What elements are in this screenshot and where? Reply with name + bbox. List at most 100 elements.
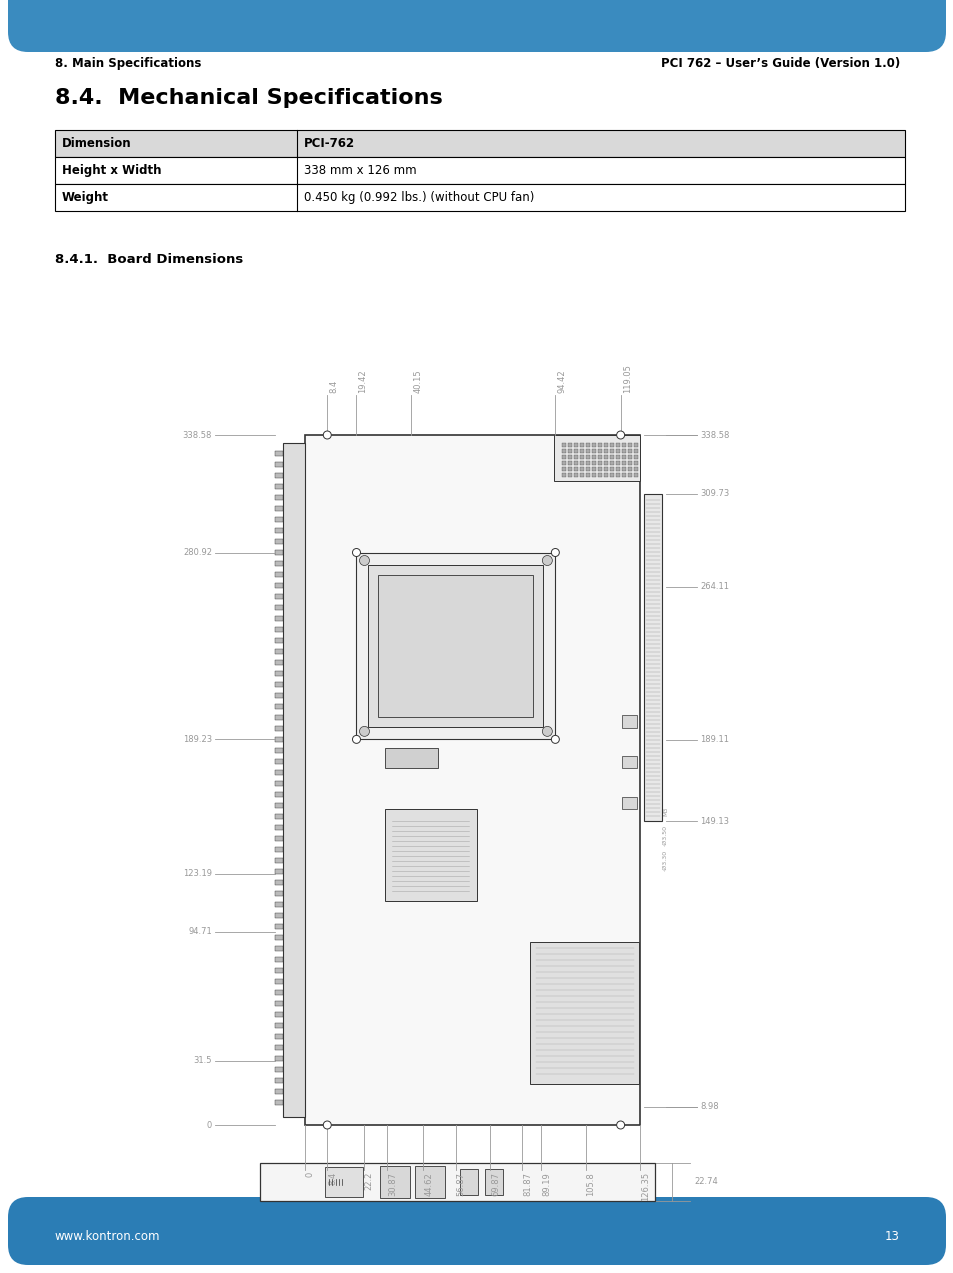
Bar — [598, 474, 601, 477]
Bar — [621, 461, 625, 465]
Bar — [634, 443, 638, 447]
Bar — [621, 474, 625, 477]
Bar — [627, 443, 632, 447]
Bar — [274, 659, 283, 665]
Bar — [274, 803, 283, 808]
Bar — [621, 715, 637, 728]
Bar — [274, 934, 283, 939]
Bar — [55, 157, 904, 185]
Bar — [274, 605, 283, 610]
Bar — [603, 474, 608, 477]
Bar — [598, 467, 601, 471]
Bar — [579, 454, 583, 460]
Bar — [274, 836, 283, 841]
Bar — [598, 461, 601, 465]
Bar — [384, 810, 476, 901]
Text: 0: 0 — [306, 1172, 314, 1178]
Bar — [283, 443, 305, 1116]
Bar — [579, 461, 583, 465]
Text: 338.58: 338.58 — [182, 430, 212, 439]
Bar — [579, 449, 583, 453]
Bar — [574, 474, 578, 477]
Bar — [579, 467, 583, 471]
Bar — [274, 913, 283, 918]
Text: 8.4: 8.4 — [328, 1172, 337, 1185]
Bar — [274, 880, 283, 885]
Bar — [274, 825, 283, 830]
Circle shape — [323, 432, 331, 439]
Text: 8.98: 8.98 — [700, 1102, 718, 1111]
Text: Height x Width: Height x Width — [62, 164, 161, 177]
Text: 56.87: 56.87 — [456, 1172, 465, 1197]
Bar — [274, 1100, 283, 1105]
Bar — [585, 461, 590, 465]
Circle shape — [541, 555, 552, 565]
Bar — [274, 1034, 283, 1039]
Bar — [574, 443, 578, 447]
Circle shape — [352, 736, 360, 743]
Text: M3: M3 — [662, 807, 667, 816]
Text: 264.11: 264.11 — [700, 582, 728, 591]
Bar — [621, 467, 625, 471]
Bar — [274, 1012, 283, 1017]
Bar — [274, 1057, 283, 1060]
Bar — [568, 474, 572, 477]
Bar — [634, 467, 638, 471]
Text: 309.73: 309.73 — [700, 489, 728, 498]
Bar — [274, 990, 283, 995]
Text: 189.23: 189.23 — [183, 735, 212, 743]
Bar — [592, 443, 596, 447]
Bar — [459, 1169, 477, 1195]
Text: 0: 0 — [207, 1120, 212, 1129]
FancyBboxPatch shape — [8, 1197, 945, 1265]
Bar — [484, 1169, 502, 1195]
Text: 105.8: 105.8 — [586, 1172, 595, 1195]
Text: 123.19: 123.19 — [183, 869, 212, 878]
Text: 0.450 kg (0.992 lbs.) (without CPU fan): 0.450 kg (0.992 lbs.) (without CPU fan) — [304, 191, 534, 204]
Bar — [274, 749, 283, 754]
Bar — [274, 792, 283, 797]
Text: 8. Main Specifications: 8. Main Specifications — [55, 57, 201, 70]
Bar — [621, 797, 637, 810]
Bar — [274, 484, 283, 489]
Bar — [274, 671, 283, 676]
Text: 119.05: 119.05 — [622, 364, 631, 393]
Bar — [627, 454, 632, 460]
Bar — [627, 467, 632, 471]
Bar — [274, 903, 283, 906]
Bar — [610, 474, 614, 477]
Text: -Ø3.30: -Ø3.30 — [662, 849, 667, 871]
Bar — [274, 726, 283, 731]
Bar — [610, 454, 614, 460]
Bar — [325, 1167, 363, 1197]
Bar — [415, 1166, 444, 1198]
Bar — [592, 449, 596, 453]
Text: 8.4.  Mechanical Specifications: 8.4. Mechanical Specifications — [55, 88, 442, 108]
Bar — [610, 467, 614, 471]
Bar — [561, 449, 565, 453]
Bar — [274, 594, 283, 600]
Bar — [274, 946, 283, 951]
Bar — [561, 467, 565, 471]
Bar — [530, 942, 639, 1085]
Bar — [568, 467, 572, 471]
Bar — [616, 449, 619, 453]
Bar — [585, 467, 590, 471]
Circle shape — [616, 432, 624, 439]
Bar — [621, 454, 625, 460]
Bar — [356, 552, 555, 740]
Text: 31.5: 31.5 — [193, 1057, 212, 1066]
Bar — [574, 467, 578, 471]
Bar — [274, 616, 283, 621]
Bar — [274, 891, 283, 896]
Circle shape — [551, 736, 558, 743]
Bar — [274, 451, 283, 456]
Bar — [592, 474, 596, 477]
Bar — [579, 474, 583, 477]
Bar — [274, 979, 283, 984]
Bar — [616, 474, 619, 477]
FancyBboxPatch shape — [8, 0, 945, 52]
Bar — [616, 461, 619, 465]
Bar — [274, 813, 283, 819]
Circle shape — [359, 555, 369, 565]
